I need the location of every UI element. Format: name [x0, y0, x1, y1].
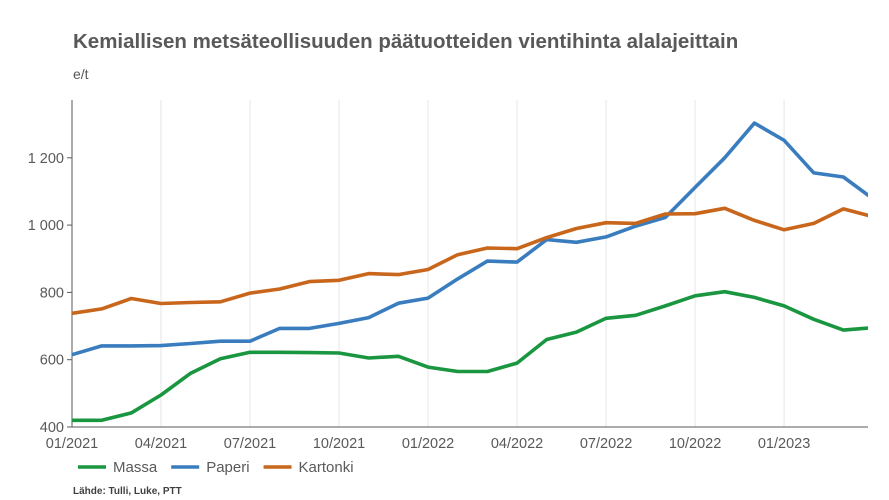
series-line-paperi — [72, 121, 868, 357]
y-tick-label: 800 — [40, 285, 64, 301]
x-tick-label: 01/2022 — [402, 436, 454, 452]
legend-label-massa: Massa — [113, 459, 158, 476]
y-tick-label: 1 000 — [28, 218, 64, 234]
tick-labels: 01/2021 04/2021 07/2021 10/2021 01/2022 04/20… — [28, 151, 811, 452]
axes — [67, 100, 868, 428]
source-note: Lähde: Tulli, Luke, PTT — [73, 486, 182, 497]
legend-label-paperi: Paperi — [206, 459, 249, 476]
legend: Massa Paperi Kartonki — [78, 459, 354, 476]
x-tick-label: 01/2021 — [46, 436, 98, 452]
series-lines — [72, 121, 868, 423]
x-tick-label: 04/2021 — [135, 436, 187, 452]
y-axis-unit-label: e/t — [73, 66, 89, 82]
x-tick-label: 07/2022 — [580, 436, 632, 452]
x-tick-label: 01/2023 — [758, 436, 810, 452]
x-tick-label: 07/2021 — [224, 436, 276, 452]
x-tick-label: 04/2022 — [491, 436, 543, 452]
legend-label-kartonki: Kartonki — [299, 459, 354, 476]
y-tick-label: 400 — [40, 420, 64, 436]
series-line-massa — [72, 289, 868, 423]
series-line-kartonki — [72, 206, 868, 316]
x-tick-label: 10/2021 — [313, 436, 365, 452]
chart-title: Kemiallisen metsäteollisuuden päätuottei… — [73, 30, 739, 53]
x-tick-label: 10/2022 — [669, 436, 721, 452]
gridlines — [160, 100, 785, 427]
y-tick-label: 600 — [40, 353, 64, 369]
y-tick-label: 1 200 — [28, 151, 64, 167]
